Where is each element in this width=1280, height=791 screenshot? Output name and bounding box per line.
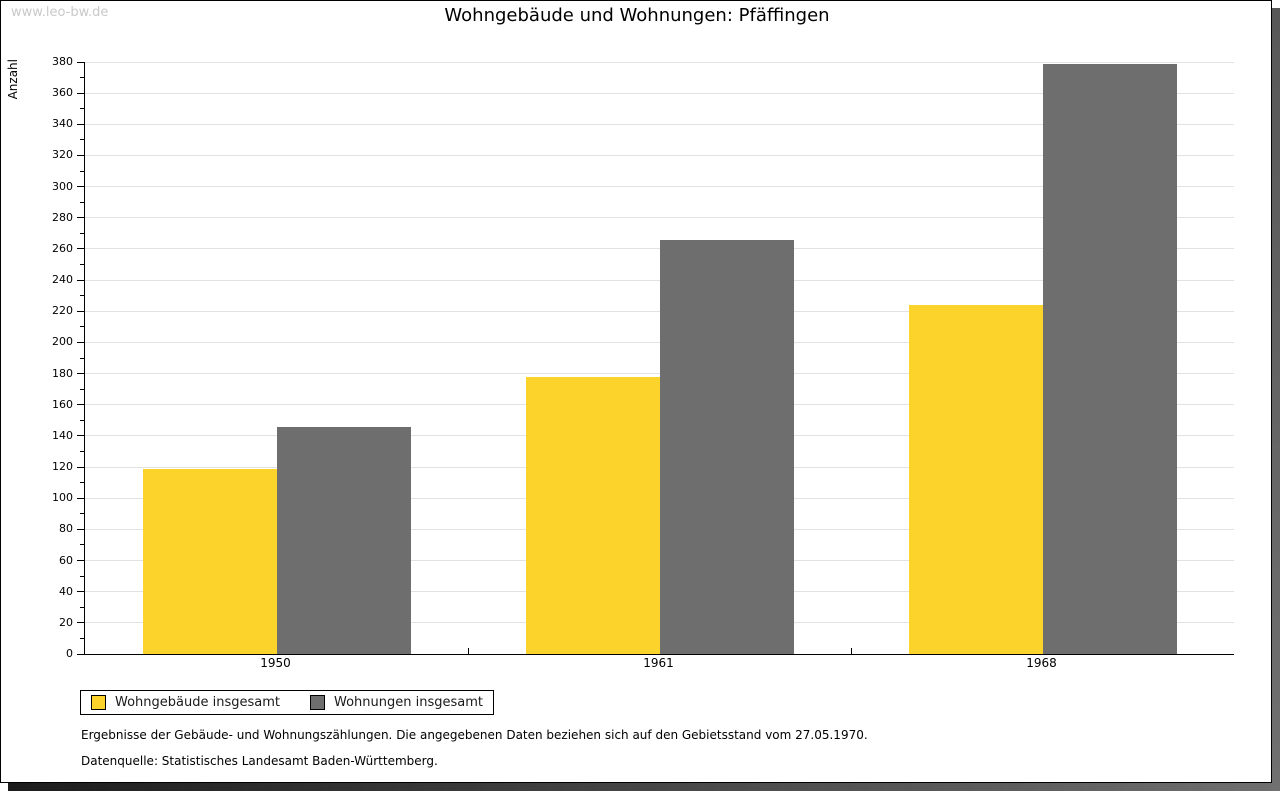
y-minor-tick-10 <box>80 637 84 639</box>
y-tick-label-280: 280 <box>52 210 73 224</box>
x-category-label-1961: 1961 <box>643 656 674 670</box>
gridline-280 <box>85 217 1234 219</box>
y-tick-label-180: 180 <box>52 366 73 380</box>
x-category-label-1968: 1968 <box>1026 656 1057 670</box>
window-shadow-bottom <box>8 783 1272 791</box>
y-minor-tick-310 <box>80 170 84 172</box>
bar-wohnungen-1968 <box>1042 63 1177 654</box>
y-minor-tick-150 <box>80 419 84 421</box>
y-minor-tick-110 <box>80 482 84 484</box>
x-boundary-tick-2 <box>851 648 852 654</box>
y-major-tick-380 <box>77 62 84 63</box>
y-minor-tick-250 <box>80 264 84 266</box>
y-major-tick-40 <box>77 591 84 593</box>
y-tick-label-200: 200 <box>52 335 73 349</box>
y-tick-label-380: 380 <box>52 55 73 68</box>
y-major-tick-220 <box>77 310 84 312</box>
y-major-tick-140 <box>77 435 84 437</box>
y-tick-label-240: 240 <box>52 273 73 287</box>
footnote-datenquelle: Datenquelle: Statistisches Landesamt Bad… <box>81 754 438 768</box>
x-boundary-tick-1 <box>468 648 469 654</box>
y-major-tick-120 <box>77 466 84 468</box>
bar-wohnungen-1961 <box>659 239 794 654</box>
window-shadow-right <box>1272 8 1280 791</box>
y-tick-label-140: 140 <box>52 428 73 442</box>
gridline-380 <box>85 61 1234 63</box>
y-tick-label-160: 160 <box>52 397 73 411</box>
legend-label-wohnungen: Wohnungen insgesamt <box>334 695 483 710</box>
gridline-340 <box>85 123 1234 125</box>
bar-wohngebaeude-1968 <box>908 305 1043 654</box>
bar-wohngebaeude-1950 <box>142 468 277 654</box>
legend-swatch-yellow-icon <box>91 695 106 710</box>
gridline-320 <box>85 154 1234 156</box>
y-minor-tick-170 <box>80 388 84 390</box>
y-minor-tick-370 <box>80 77 84 79</box>
y-major-tick-180 <box>77 373 84 375</box>
gridline-360 <box>85 92 1234 94</box>
y-major-tick-240 <box>77 279 84 281</box>
plot-area <box>84 61 1234 655</box>
y-minor-tick-90 <box>80 513 84 515</box>
footnote-gebietsstand: Ergebnisse der Gebäude- und Wohnungszähl… <box>81 728 868 742</box>
x-category-label-1950: 1950 <box>260 656 291 670</box>
legend-item-wohngebaeude: Wohngebäude insgesamt <box>91 695 280 710</box>
y-tick-label-40: 40 <box>59 584 73 598</box>
y-major-tick-260 <box>77 248 84 250</box>
y-major-tick-0 <box>77 653 84 655</box>
y-major-tick-20 <box>77 622 84 624</box>
legend-item-wohnungen: Wohnungen insgesamt <box>310 695 483 710</box>
y-major-tick-80 <box>77 528 84 530</box>
y-major-tick-360 <box>77 92 84 94</box>
y-tick-label-100: 100 <box>52 491 73 505</box>
y-major-tick-200 <box>77 341 84 343</box>
y-major-tick-300 <box>77 186 84 188</box>
y-major-tick-160 <box>77 404 84 406</box>
y-minor-tick-210 <box>80 326 84 328</box>
legend-swatch-gray-icon <box>310 695 325 710</box>
watermark: www.leo-bw.de <box>11 5 109 20</box>
y-minor-tick-190 <box>80 357 84 359</box>
y-tick-label-120: 120 <box>52 460 73 474</box>
y-major-tick-280 <box>77 217 84 219</box>
y-tick-label-300: 300 <box>52 179 73 193</box>
y-tick-label-20: 20 <box>59 615 73 629</box>
y-axis-title: Anzahl <box>6 59 20 100</box>
y-minor-tick-130 <box>80 450 84 452</box>
y-tick-label-340: 340 <box>52 117 73 131</box>
y-tick-label-320: 320 <box>52 148 73 162</box>
gridline-300 <box>85 186 1234 188</box>
y-tick-label-0: 0 <box>66 647 73 660</box>
y-tick-label-220: 220 <box>52 304 73 318</box>
y-minor-tick-70 <box>80 544 84 546</box>
y-major-tick-100 <box>77 497 84 499</box>
y-minor-tick-230 <box>80 295 84 297</box>
y-major-tick-320 <box>77 154 84 156</box>
y-tick-label-260: 260 <box>52 241 73 255</box>
y-minor-tick-50 <box>80 575 84 577</box>
y-minor-tick-30 <box>80 606 84 608</box>
y-minor-tick-330 <box>80 139 84 141</box>
y-minor-tick-290 <box>80 201 84 203</box>
y-minor-tick-350 <box>80 108 84 110</box>
y-major-tick-340 <box>77 123 84 125</box>
y-tick-label-360: 360 <box>52 86 73 100</box>
legend: Wohngebäude insgesamt Wohnungen insgesam… <box>80 690 494 715</box>
y-tick-label-60: 60 <box>59 553 73 567</box>
bar-wohnungen-1950 <box>276 426 411 654</box>
y-minor-tick-270 <box>80 232 84 234</box>
bar-wohngebaeude-1961 <box>525 376 660 654</box>
chart-title: Wohngebäude und Wohnungen: Pfäffingen <box>444 5 830 26</box>
y-tick-label-80: 80 <box>59 522 73 536</box>
legend-label-wohngebaeude: Wohngebäude insgesamt <box>115 695 280 710</box>
y-major-tick-60 <box>77 560 84 562</box>
